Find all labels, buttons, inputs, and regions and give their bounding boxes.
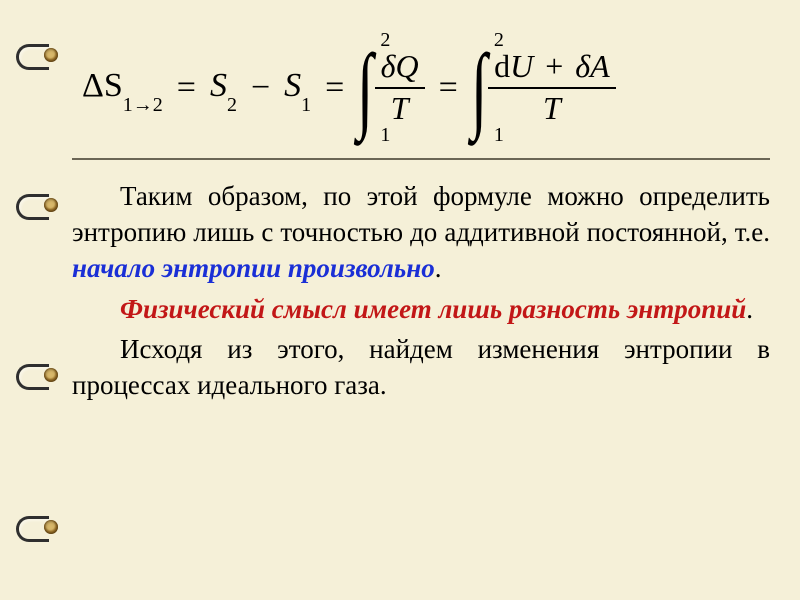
- eq-lhs: ΔS1→2: [82, 67, 163, 110]
- eq-equals: =: [435, 69, 462, 107]
- integral-sign-icon: ∫: [357, 49, 373, 128]
- binder-ring: [26, 36, 66, 76]
- eq-minus: −: [247, 69, 274, 107]
- eq-sub-1to2: 1→2: [123, 94, 163, 116]
- p3-plain: Исходя из этого, найдем изменения энтроп…: [72, 334, 770, 400]
- eq-equals: =: [173, 69, 200, 107]
- content-area: ΔS1→2 = S2 − S1 = 2 ∫ 1 δQ: [72, 18, 770, 578]
- paragraph-3: Исходя из этого, найдем изменения энтроп…: [72, 331, 770, 403]
- int-lower: 1: [380, 124, 390, 147]
- eq-integral-1: 2 ∫ 1 δQ T: [358, 33, 424, 143]
- int-upper: 2: [380, 29, 390, 52]
- paragraph-2: Физический смысл имеет лишь разность энт…: [72, 291, 770, 327]
- eq-s1: S1: [284, 67, 311, 110]
- binder-ring: [26, 186, 66, 226]
- frac-dq-t: δQ T: [375, 50, 425, 125]
- p1-emphasis-blue: начало энтропии произвольно: [72, 253, 435, 283]
- body-text: Таким образом, по этой формуле можно опр…: [72, 160, 770, 403]
- eq-delta-s: ΔS: [82, 67, 123, 104]
- p1-plain: Таким образом, по этой формуле можно опр…: [72, 181, 770, 247]
- int-lower: 1: [494, 124, 504, 147]
- entropy-equation: ΔS1→2 = S2 − S1 = 2 ∫ 1 δQ: [82, 33, 616, 143]
- eq-equals: =: [321, 69, 348, 107]
- slide-page: ΔS1→2 = S2 − S1 = 2 ∫ 1 δQ: [0, 0, 800, 600]
- int-upper: 2: [494, 29, 504, 52]
- p2-emphasis-red: Физический смысл имеет лишь разность энт…: [120, 294, 746, 324]
- paragraph-1: Таким образом, по этой формуле можно опр…: [72, 178, 770, 287]
- eq-integral-2: 2 ∫ 1 dU + δA T: [472, 33, 616, 143]
- eq-s2: S2: [210, 67, 237, 110]
- binder-ring: [26, 508, 66, 548]
- binder-ring: [26, 356, 66, 396]
- integral-sign-icon: ∫: [471, 49, 487, 128]
- frac-du-da-t: dU + δA T: [488, 50, 616, 125]
- equation-block: ΔS1→2 = S2 − S1 = 2 ∫ 1 δQ: [72, 18, 770, 160]
